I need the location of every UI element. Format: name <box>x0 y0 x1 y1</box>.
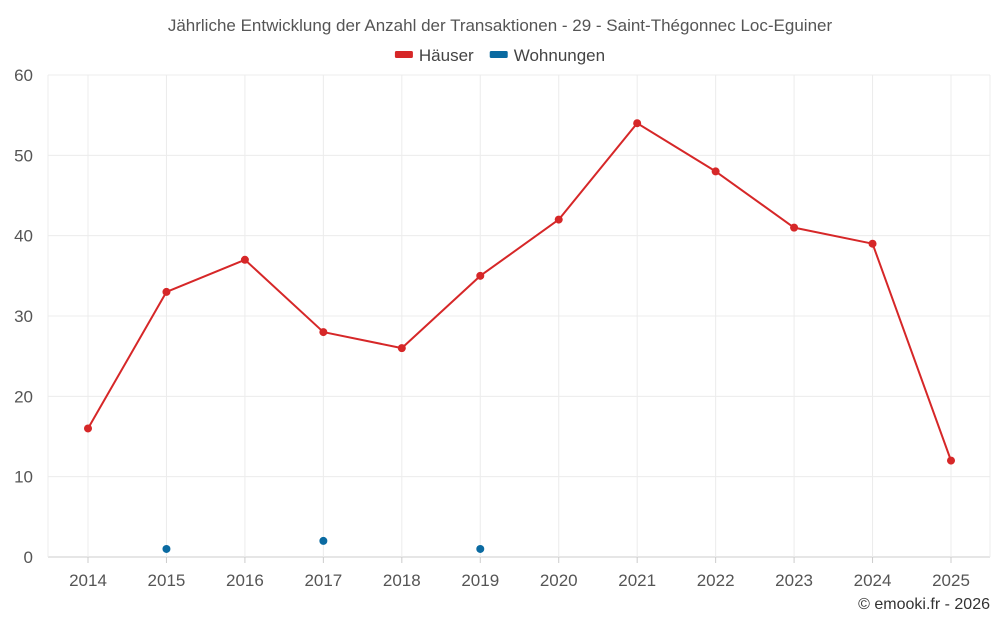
data-point-Häuser-2018 <box>397 344 406 353</box>
data-point-Häuser-2019 <box>476 271 485 280</box>
grid-lines <box>47 74 991 558</box>
y-tick-label-0: 0 <box>24 548 33 567</box>
data-point-Häuser-2016 <box>240 255 249 264</box>
y-axis: 0 10 20 30 40 50 60 <box>14 66 33 567</box>
data-point-Häuser-2025 <box>947 456 955 465</box>
series-Wohnungen <box>162 536 485 553</box>
y-tick-label-20: 20 <box>14 387 33 406</box>
legend-swatch-Häuser <box>394 51 413 58</box>
x-tick-label-2014: 2014 <box>69 571 107 590</box>
x-tick-label-2022: 2022 <box>697 571 735 590</box>
data-point-Häuser-2014 <box>84 424 92 433</box>
y-tick-label-10: 10 <box>14 468 33 487</box>
data-point-Häuser-2017 <box>319 328 328 337</box>
data-point-Wohnungen-2017 <box>319 536 328 545</box>
y-tick-label-50: 50 <box>14 146 33 165</box>
legend: Häuser Wohnungen <box>394 46 605 65</box>
legend-label-Wohnungen: Wohnungen <box>514 46 605 65</box>
data-point-Häuser-2021 <box>633 119 642 128</box>
data-point-Häuser-2022 <box>711 167 720 176</box>
x-tick-label-2016: 2016 <box>226 571 264 590</box>
x-tick-label-2017: 2017 <box>304 571 342 590</box>
x-tick-label-2023: 2023 <box>775 571 813 590</box>
series-line-Häuser <box>87 122 952 461</box>
y-tick-label-60: 60 <box>14 66 33 85</box>
x-axis: 2014 2015 2016 2017 2018 2019 2020 2021 2022 2023… <box>69 557 970 590</box>
series-layer <box>84 119 955 553</box>
x-tick-label-2019: 2019 <box>461 571 499 590</box>
x-tick-label-2025: 2025 <box>932 571 970 590</box>
data-point-Häuser-2024 <box>868 239 877 248</box>
credit-label: © emooki.fr - 2026 <box>858 596 990 613</box>
data-point-Häuser-2020 <box>554 215 563 224</box>
x-tick-label-2021: 2021 <box>618 571 656 590</box>
data-point-Häuser-2023 <box>790 223 799 232</box>
data-point-Häuser-2015 <box>162 287 171 296</box>
x-tick-label-2020: 2020 <box>540 571 578 590</box>
y-tick-label-40: 40 <box>14 227 33 246</box>
y-tick-label-30: 30 <box>14 307 33 326</box>
chart-title: Jährliche Entwicklung der Anzahl der Tra… <box>168 16 833 35</box>
x-tick-label-2024: 2024 <box>854 571 892 590</box>
legend-label-Häuser: Häuser <box>419 46 474 65</box>
series-Häuser <box>84 119 955 465</box>
data-point-Wohnungen-2019 <box>476 544 485 553</box>
x-tick-label-2015: 2015 <box>148 571 186 590</box>
data-point-Wohnungen-2015 <box>162 544 171 553</box>
x-tick-label-2018: 2018 <box>383 571 421 590</box>
legend-swatch-Wohnungen <box>489 51 508 58</box>
